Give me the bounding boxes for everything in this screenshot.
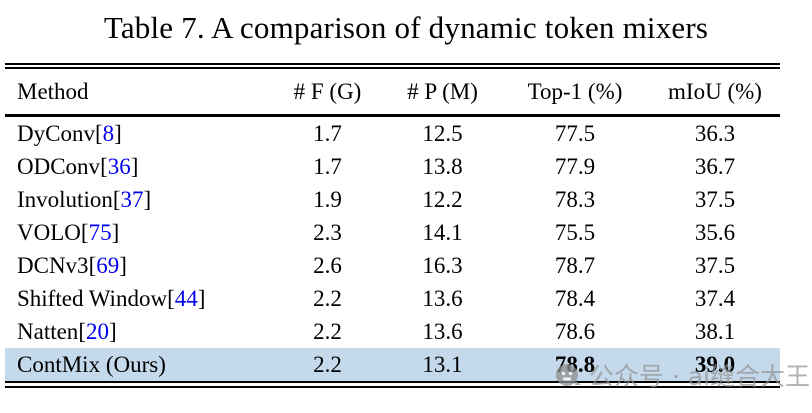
watermark: 公众号 · ai缝合大王	[554, 357, 810, 393]
header-row: Method # F (G) # P (M) Top-1 (%) mIoU (%…	[5, 69, 780, 117]
comparison-table: Method # F (G) # P (M) Top-1 (%) mIoU (%…	[5, 63, 780, 388]
method-name: ODConv	[17, 153, 101, 179]
params-cell: 12.5	[422, 120, 463, 146]
table-row: DCNv3[69] 2.6 16.3 78.7 37.5	[5, 249, 780, 282]
method-cell: VOLO[75]	[5, 216, 270, 249]
table-caption: Table 7. A comparison of dynamic token m…	[103, 10, 709, 45]
flops-cell: 1.9	[313, 186, 342, 212]
miou-cell: 36.3	[694, 120, 736, 146]
method-name: Involution	[17, 186, 113, 212]
miou-cell: 39.0	[650, 348, 780, 381]
params-cell: 13.6	[422, 318, 463, 344]
method-name: VOLO	[17, 219, 81, 245]
citation-link[interactable]: 20	[85, 318, 109, 344]
citation-open-bracket: [	[80, 219, 89, 245]
citation-link[interactable]: 75	[88, 219, 112, 245]
citation-close-bracket: ]	[130, 153, 139, 179]
table-row: VOLO[75] 2.3 14.1 75.5 35.6	[5, 216, 780, 249]
method-name: Shifted Window	[17, 285, 168, 311]
table-row: ODConv[36] 1.7 13.8 77.9 36.7	[5, 150, 780, 183]
citation-open-bracket: [	[88, 252, 97, 278]
citation-close-bracket: ]	[197, 285, 206, 311]
citation-link[interactable]: 36	[107, 153, 131, 179]
method-name: DyConv	[17, 120, 95, 146]
flops-cell: 2.6	[313, 252, 342, 278]
table-row: Involution[37] 1.9 12.2 78.3 37.5	[5, 183, 780, 216]
citation-link[interactable]: 37	[120, 186, 144, 212]
header-miou: mIoU (%)	[650, 69, 780, 117]
method-cell: ContMix (Ours)	[5, 348, 270, 381]
citation-open-bracket: [	[112, 186, 121, 212]
table-body: DyConv[8] 1.7 12.5 77.5 36.3 ODConv[36] 1.7 13.…	[5, 117, 780, 381]
chat-face-icon	[555, 364, 581, 386]
citation-close-bracket: ]	[119, 252, 127, 278]
method-name: DCNv3	[17, 252, 89, 278]
method-cell: Shifted Window[44]	[5, 282, 270, 315]
flops-cell: 2.2	[270, 348, 385, 381]
params-cell: 16.3	[422, 252, 463, 278]
top1-cell: 78.3	[554, 186, 596, 212]
params-cell: 13.1	[385, 348, 500, 381]
params-cell: 13.6	[422, 285, 463, 311]
citation-close-bracket: ]	[111, 219, 120, 245]
citation-open-bracket: [	[100, 153, 108, 179]
params-cell: 12.2	[422, 186, 463, 212]
method-name: Natten	[17, 318, 79, 344]
top1-cell: 77.9	[554, 153, 596, 179]
citation-link[interactable]: 8	[102, 120, 115, 146]
header-top1: Top-1 (%)	[500, 69, 650, 117]
watermark-text: 公众号 · ai缝合大王	[588, 362, 810, 391]
header-method: Method	[5, 69, 270, 117]
flops-cell: 2.2	[313, 285, 342, 311]
top1-cell: 78.6	[554, 318, 596, 344]
table-row: Natten[20] 2.2 13.6 78.6 38.1	[5, 315, 780, 348]
citation-open-bracket: [	[167, 285, 175, 311]
method-cell: ODConv[36]	[5, 150, 270, 183]
flops-cell: 2.2	[313, 318, 342, 344]
table-header: Method # F (G) # P (M) Top-1 (%) mIoU (%…	[5, 69, 780, 117]
top1-cell: 78.4	[554, 285, 596, 311]
table-row: ContMix (Ours) 2.2 13.1 78.8 39.0	[5, 348, 780, 381]
miou-cell: 35.6	[694, 219, 736, 245]
method-name: ContMix (Ours)	[17, 351, 166, 377]
citation-open-bracket: [	[78, 318, 86, 344]
method-cell: Natten[20]	[5, 315, 270, 348]
citation-link[interactable]: 69	[96, 252, 120, 278]
miou-cell: 37.5	[694, 252, 736, 278]
citation-close-bracket: ]	[108, 318, 117, 344]
table-row: Shifted Window[44] 2.2 13.6 78.4 37.4	[5, 282, 780, 315]
citation-open-bracket: [	[94, 120, 103, 146]
miou-cell: 38.1	[694, 318, 736, 344]
citation-close-bracket: ]	[143, 186, 152, 212]
citation-close-bracket: ]	[114, 120, 122, 146]
header-params: # P (M)	[385, 69, 500, 117]
table-row: DyConv[8] 1.7 12.5 77.5 36.3	[5, 117, 780, 150]
params-cell: 13.8	[422, 153, 463, 179]
flops-cell: 1.7	[313, 120, 342, 146]
top1-cell: 77.5	[554, 120, 596, 146]
flops-cell: 2.3	[313, 219, 342, 245]
top1-cell: 75.5	[554, 219, 596, 245]
miou-cell: 37.4	[694, 285, 736, 311]
header-flops: # F (G)	[270, 69, 385, 117]
miou-cell: 36.7	[694, 153, 736, 179]
method-cell: Involution[37]	[5, 183, 270, 216]
citation-link[interactable]: 44	[174, 285, 198, 311]
params-cell: 14.1	[422, 219, 463, 245]
flops-cell: 1.7	[313, 153, 342, 179]
method-cell: DyConv[8]	[5, 117, 270, 150]
miou-cell: 37.5	[694, 186, 736, 212]
method-cell: DCNv3[69]	[5, 249, 270, 282]
top1-cell: 78.7	[554, 252, 596, 278]
